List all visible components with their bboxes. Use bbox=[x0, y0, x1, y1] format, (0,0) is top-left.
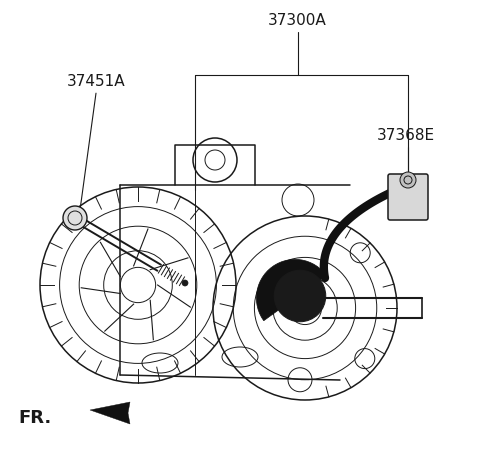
Text: 37451A: 37451A bbox=[67, 74, 125, 89]
FancyBboxPatch shape bbox=[388, 174, 428, 220]
Text: 37300A: 37300A bbox=[268, 13, 327, 28]
Circle shape bbox=[400, 172, 416, 188]
Text: FR.: FR. bbox=[18, 409, 51, 427]
Circle shape bbox=[63, 206, 87, 230]
Text: 37368E: 37368E bbox=[376, 128, 435, 143]
Polygon shape bbox=[90, 402, 130, 424]
Polygon shape bbox=[256, 259, 326, 321]
Circle shape bbox=[274, 270, 326, 322]
Circle shape bbox=[182, 280, 188, 286]
